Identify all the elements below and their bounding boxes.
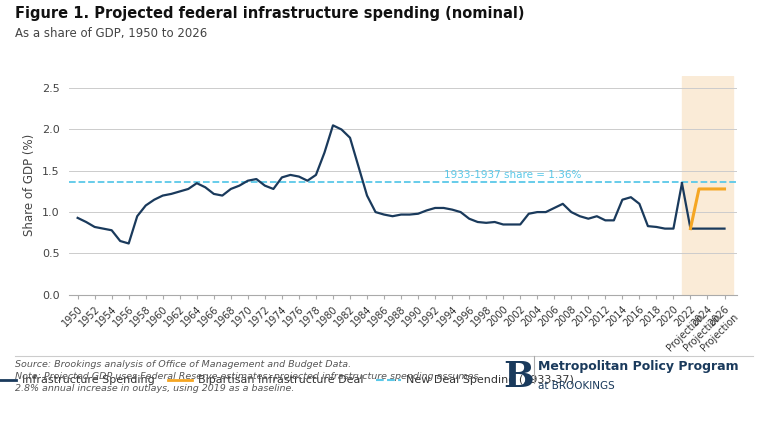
Text: B: B	[503, 360, 534, 394]
Text: As a share of GDP, 1950 to 2026: As a share of GDP, 1950 to 2026	[15, 27, 207, 40]
Text: 1933-1937 share = 1.36%: 1933-1937 share = 1.36%	[444, 170, 581, 180]
Bar	[682, 76, 733, 295]
Text: Metropolitan Policy Program: Metropolitan Policy Program	[538, 360, 738, 373]
Text: Source: Brookings analysis of Office of Management and Budget Data.
Note: Projec: Source: Brookings analysis of Office of …	[15, 360, 479, 392]
Text: Figure 1. Projected federal infrastructure spending (nominal): Figure 1. Projected federal infrastructu…	[15, 6, 525, 21]
Legend: Infrastructure Spending, Bipartisan Infrastructure Deal, New Deal Spending (1933: Infrastructure Spending, Bipartisan Infr…	[0, 371, 579, 390]
Y-axis label: Share of GDP (%): Share of GDP (%)	[23, 134, 36, 236]
Text: at BROOKINGS: at BROOKINGS	[538, 381, 614, 391]
